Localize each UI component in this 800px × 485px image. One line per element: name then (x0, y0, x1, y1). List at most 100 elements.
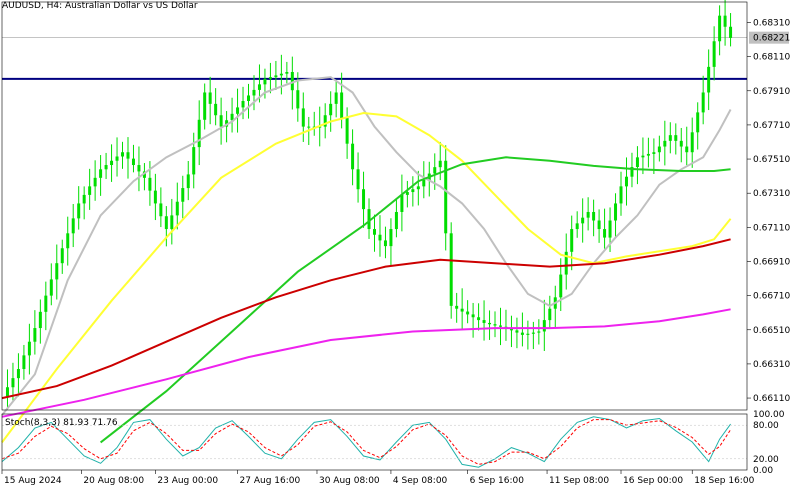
candle-body (493, 324, 497, 326)
candle-body (548, 308, 552, 321)
candle-body (164, 216, 168, 230)
candle-body (422, 179, 426, 187)
candle-body (701, 92, 705, 113)
y-tick-label: 0.66910 (753, 257, 790, 267)
candle-body (329, 103, 333, 116)
candle-body (362, 189, 366, 210)
candle-body (307, 126, 311, 128)
candle-body (186, 174, 190, 189)
x-tick-label: 18 Sep 16:00 (694, 476, 754, 485)
candle-body (663, 140, 667, 147)
candle-body (192, 147, 196, 175)
candle-body (197, 119, 201, 148)
candle-body (208, 92, 212, 104)
candle-body (323, 115, 327, 127)
x-tick-label: 27 Aug 16:00 (240, 476, 301, 485)
y-tick-label: 0.67510 (753, 155, 790, 165)
candle-body (318, 126, 322, 128)
candle-body (438, 160, 442, 168)
candle-body (592, 211, 596, 221)
y-tick-label: 0.68110 (753, 53, 790, 63)
stochastic-tick-label: 0.00 (753, 466, 773, 476)
candle-body (707, 66, 711, 93)
candle-body (383, 240, 387, 247)
candle-body (449, 233, 453, 306)
candle-body (394, 211, 398, 230)
candle-body (723, 15, 727, 27)
candle-body (668, 135, 672, 141)
ma-magenta-line (1, 308, 731, 418)
stochastic-tick-label: 100.00 (753, 410, 785, 420)
x-tick-label: 6 Sep 16:00 (470, 476, 525, 485)
candle-body (11, 378, 15, 388)
candle-body (88, 186, 92, 195)
candle-body (630, 167, 634, 177)
candle-body (652, 152, 656, 154)
candle-body (241, 101, 245, 108)
candle-body (624, 176, 628, 187)
candle-body (263, 78, 267, 85)
candle-body (252, 89, 256, 96)
candle-body (351, 143, 355, 170)
current-price-tag (749, 31, 789, 44)
candle-body (225, 120, 229, 127)
candle-body (33, 328, 37, 342)
candle-body (5, 387, 9, 397)
candle-body (367, 209, 371, 230)
candle-body (477, 317, 481, 321)
candle-body (537, 331, 541, 333)
candle-body (416, 186, 420, 190)
x-tick-label: 20 Aug 08:00 (83, 476, 144, 485)
current-price-value: 0.68221 (753, 34, 790, 44)
candle-body (488, 322, 492, 325)
x-tick-label: 15 Aug 2024 (4, 476, 62, 485)
y-tick-label: 0.68310 (753, 18, 790, 28)
x-tick-label: 30 Aug 08:00 (319, 476, 380, 485)
candle-body (203, 92, 207, 120)
candle-body (542, 320, 546, 332)
candle-body (49, 279, 53, 296)
candle-body (44, 295, 48, 312)
chart-title: AUDUSD, H4: Australian Dollar vs US Doll… (2, 1, 198, 11)
candle-body (77, 203, 81, 219)
candle-body (71, 218, 75, 234)
candle-body (373, 229, 376, 235)
candle-body (433, 167, 437, 174)
main-plot (1, 0, 747, 444)
candle-body (153, 190, 157, 204)
candle-body (16, 369, 20, 379)
candle-body (526, 333, 530, 335)
stochastic-plot-frame (1, 413, 748, 471)
candle-body (635, 157, 639, 168)
candle-body (345, 118, 349, 144)
candle-body (219, 115, 223, 127)
candle-body (378, 234, 382, 241)
candle-body (509, 328, 513, 331)
candle-body (405, 192, 409, 195)
candle-body (181, 188, 185, 202)
candle-body (290, 71, 294, 91)
candle-body (570, 229, 574, 252)
candle-body (247, 95, 251, 102)
candle-body (718, 15, 722, 42)
candle-body (586, 211, 590, 218)
ma-yellow-line (1, 111, 732, 443)
candle-body (482, 320, 486, 323)
candle-body (60, 248, 64, 264)
candle-body (696, 112, 700, 133)
candle-body (597, 220, 601, 230)
y-tick-label: 0.66710 (753, 292, 790, 302)
candle-body (471, 314, 475, 318)
candle-body (99, 169, 103, 178)
stochastic-tick-label: 80.00 (753, 421, 779, 431)
candle-body (657, 146, 661, 153)
candle-body (137, 165, 141, 172)
candle-body (27, 341, 31, 356)
candle-body (466, 311, 470, 315)
x-tick-label: 16 Sep 00:00 (623, 476, 683, 485)
candle-body (170, 215, 174, 230)
candle-body (712, 41, 716, 67)
